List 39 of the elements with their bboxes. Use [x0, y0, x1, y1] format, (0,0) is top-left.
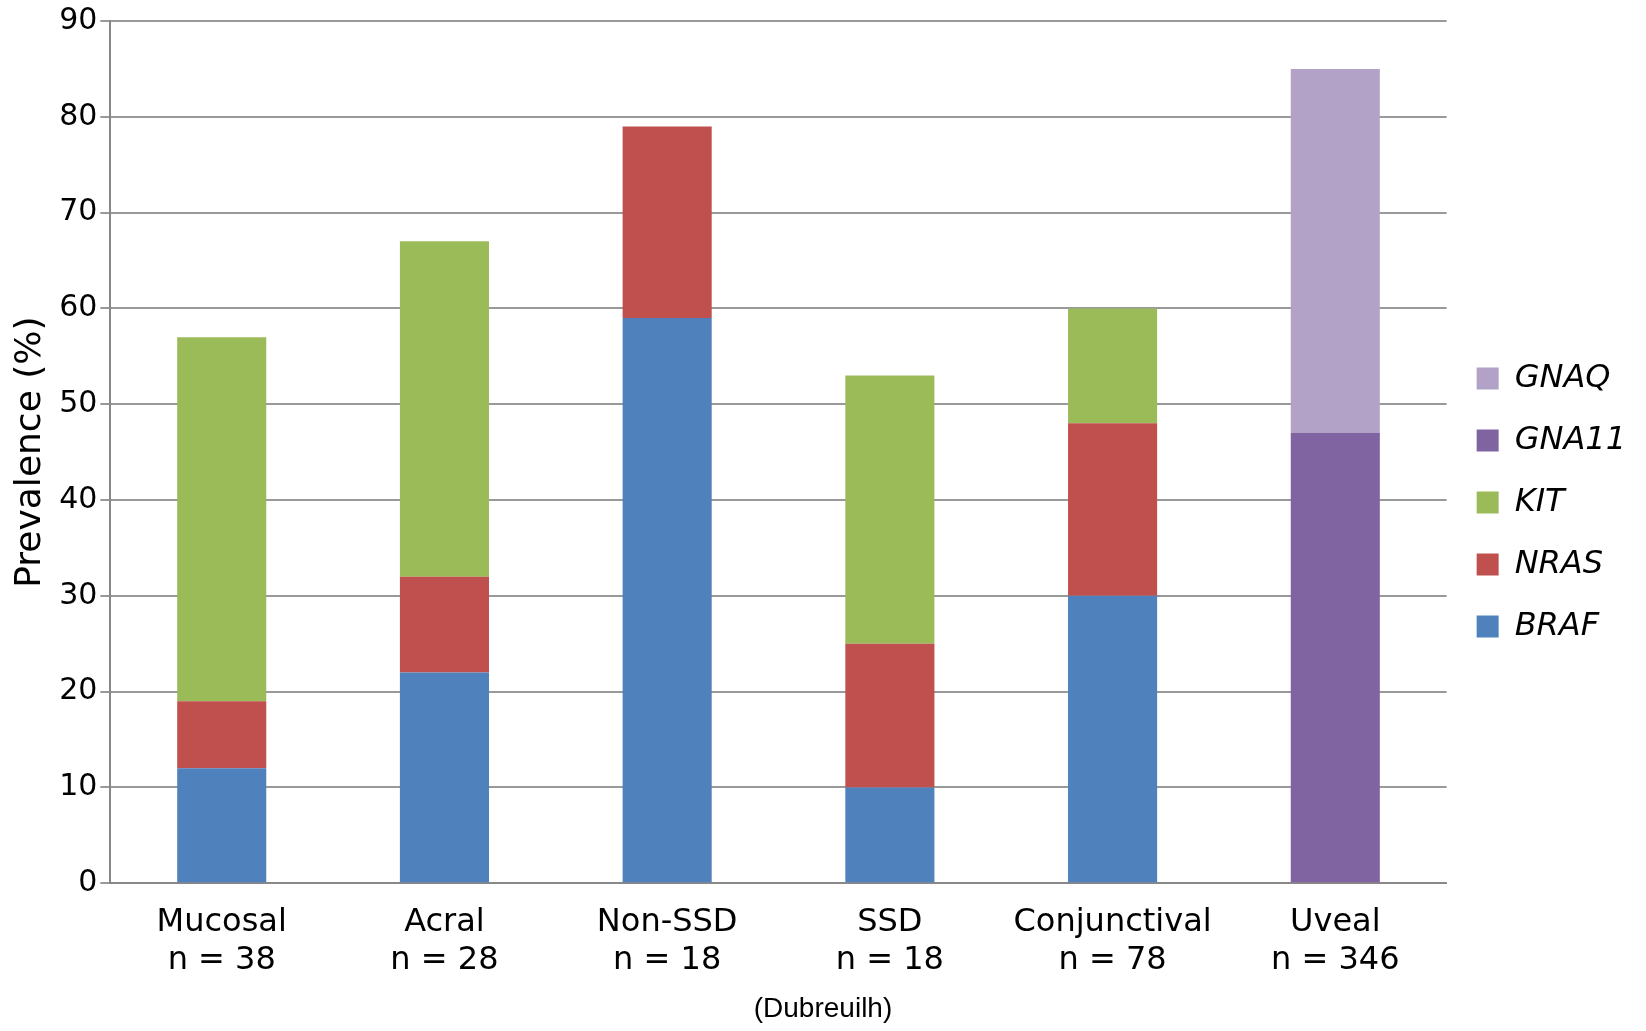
- y-axis-title: Prevalence (%): [6, 316, 48, 588]
- x-tick-label: Uveal n = 346: [1271, 900, 1400, 978]
- bar: [622, 126, 712, 318]
- y-tick-label: 0: [78, 863, 98, 898]
- y-tick-label: 10: [59, 767, 98, 803]
- x-tick-label: Non-SSD n = 18: [596, 900, 738, 978]
- x-tick-label: SSD n = 18: [835, 900, 944, 978]
- y-tick-label: 70: [59, 192, 98, 228]
- y-tick-label: 50: [59, 384, 98, 419]
- bar: [399, 672, 489, 883]
- x-tick-label: Conjunctival n = 78: [1013, 900, 1212, 978]
- y-tick-label: 20: [59, 671, 98, 707]
- legend-label: GNA11: [1514, 418, 1626, 457]
- bar: [177, 337, 267, 702]
- bar: [1068, 423, 1158, 596]
- bar: [622, 317, 712, 883]
- x-tick-label: Mucosal n = 38: [156, 900, 287, 978]
- bar: [177, 768, 267, 883]
- legend-label: BRAF: [1514, 604, 1600, 643]
- bar: [845, 375, 935, 644]
- x-tick-label: Acral n = 28: [390, 900, 499, 978]
- text: (Dubreuilh): [752, 992, 894, 1024]
- bar: [845, 643, 935, 788]
- y-tick-label: 60: [59, 288, 98, 324]
- bar: [399, 576, 489, 673]
- y-tick-label: 30: [59, 575, 98, 611]
- bar: [1290, 68, 1380, 433]
- bar: [845, 787, 935, 883]
- bar: [1068, 308, 1158, 424]
- bar: [177, 701, 267, 769]
- bar: [1068, 595, 1158, 883]
- bar: [399, 241, 489, 577]
- y-tick-label: 80: [59, 96, 98, 132]
- y-tick-label: 40: [59, 479, 98, 515]
- y-tick-label: 90: [59, 0, 98, 36]
- legend-label: NRAS: [1514, 542, 1604, 581]
- legend-label: GNAQ: [1514, 356, 1611, 395]
- legend-label: KIT: [1514, 480, 1568, 519]
- bar: [1290, 432, 1380, 883]
